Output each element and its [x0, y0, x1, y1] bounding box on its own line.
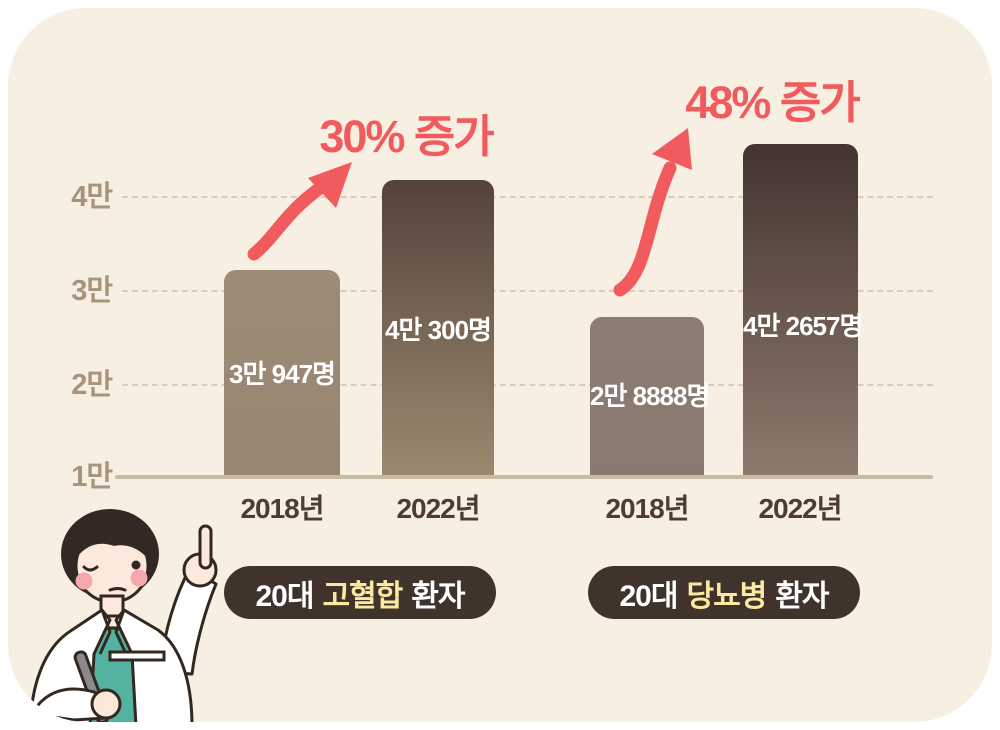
doctor-hand-pen [30, 650, 122, 722]
doctor-character-illustration [28, 509, 218, 722]
cream-background-panel [8, 8, 992, 722]
doctor-head [61, 509, 159, 604]
doctor-neck [99, 594, 125, 618]
